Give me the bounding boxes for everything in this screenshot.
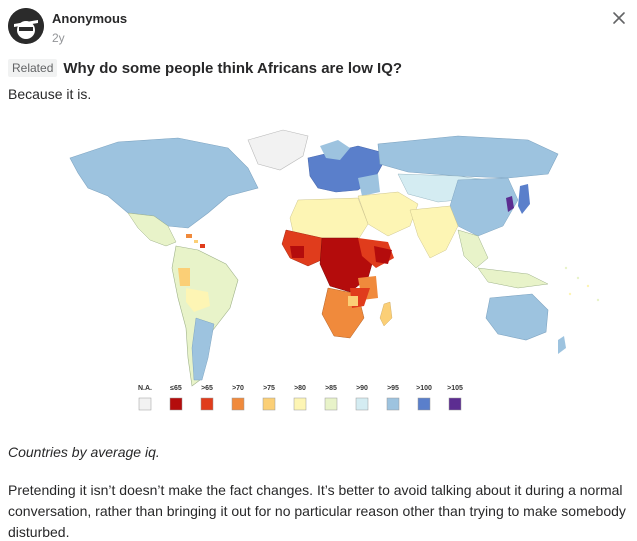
legend-swatch	[293, 397, 307, 411]
related-question-row: Related Why do some people think African…	[8, 58, 402, 78]
legend-swatch	[448, 397, 462, 411]
answer-body-text: Pretending it isn’t doesn’t make the fac…	[8, 482, 626, 540]
legend-swatch	[169, 397, 183, 411]
legend-label: >100	[416, 385, 432, 392]
legend-label: >85	[325, 385, 337, 392]
world-iq-map-image: N.A. ≤65 >65 >70 >75 >80 >85 >90 >95 >100 >105	[58, 118, 618, 418]
legend-label: >65	[201, 385, 213, 392]
legend-label: ≤65	[170, 385, 182, 392]
legend-swatch	[231, 397, 245, 411]
related-badge: Related	[8, 59, 58, 77]
legend-swatch	[324, 397, 338, 411]
anonymous-avatar-icon[interactable]	[8, 8, 44, 44]
image-caption: Countries by average iq.	[8, 444, 160, 460]
legend-label: >105	[447, 385, 463, 392]
post-time[interactable]: 2y	[52, 31, 65, 45]
legend-label: >75	[263, 385, 275, 392]
answer-header: Anonymous 2y	[8, 8, 629, 48]
legend-swatch	[386, 397, 400, 411]
close-icon[interactable]	[611, 10, 627, 26]
legend-label: >80	[294, 385, 306, 392]
legend-label: >95	[387, 385, 399, 392]
legend-swatch	[355, 397, 369, 411]
legend-label: N.A.	[138, 385, 152, 392]
author-name[interactable]: Anonymous	[52, 11, 128, 26]
legend-swatch	[417, 397, 431, 411]
legend-label: >90	[356, 385, 368, 392]
related-question-link[interactable]: Why do some people think Africans are lo…	[63, 59, 403, 77]
legend-swatch	[262, 397, 276, 411]
answer-lead-text: Because it is.	[8, 86, 92, 102]
legend-label: >70	[232, 385, 244, 392]
legend-swatch	[200, 397, 214, 411]
legend-swatch	[138, 397, 152, 411]
